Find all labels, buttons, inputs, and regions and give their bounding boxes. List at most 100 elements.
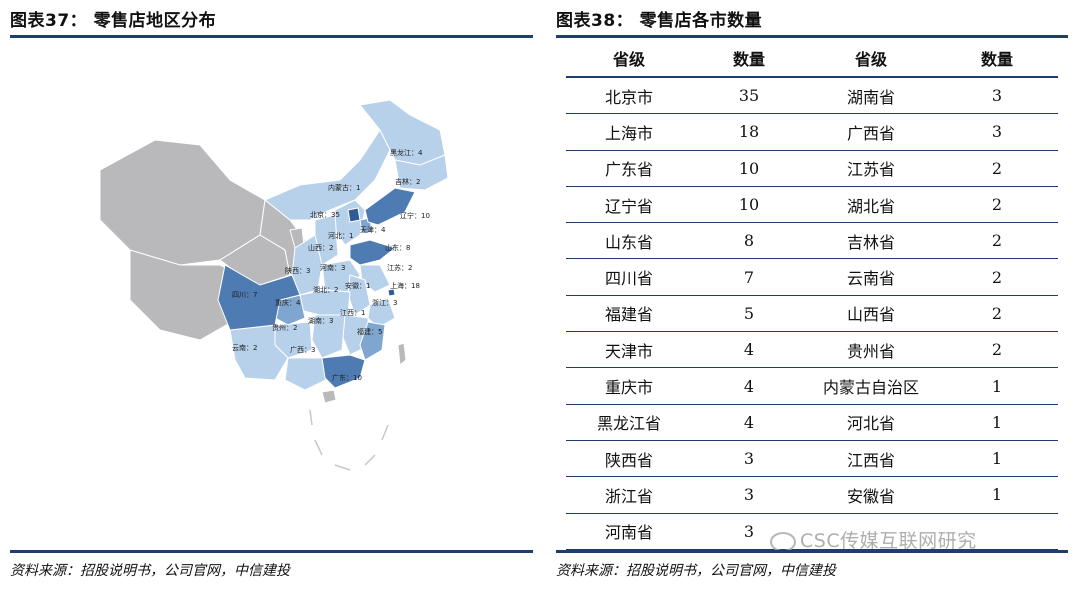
map-label: 上海：18 [390,281,420,290]
table-cell: 山东省 [566,222,692,260]
table-cell: 1 [935,476,1058,514]
table-cell: 湖南省 [806,77,936,115]
map-label: 湖南：3 [308,316,333,325]
table-cell: 吉林省 [806,222,936,260]
table-cell: 3 [691,476,807,514]
header-count-1: 数量 [691,40,807,78]
table-cell: 陕西省 [566,440,692,478]
map-label: 广西：3 [290,345,315,354]
table-row: 广东省 10 江苏省 2 [566,150,1058,187]
table-cell: 2 [935,258,1058,296]
map-label: 安徽：1 [345,281,370,290]
south-sea-dashes [309,409,389,471]
table-cell: 江苏省 [806,150,936,187]
table-cell: 湖北省 [806,186,936,224]
region-yunnan [229,324,289,381]
wechat-icon [770,531,796,552]
figure-37-title: 图表37： 零售店地区分布 [10,11,217,31]
table-cell: 河南省 [566,513,692,550]
region-inner-mongolia [264,129,391,221]
table-cell: 2 [935,295,1058,333]
table-cell: 2 [935,331,1058,369]
map-label: 福建：5 [357,327,382,336]
map-label: 山东：8 [385,243,410,252]
table-row: 浙江省 3 安徽省 1 [566,476,1058,514]
map-label: 黑龙江：4 [390,148,423,157]
table-row: 四川省 7 云南省 2 [566,258,1058,296]
table-cell: 广西省 [806,113,936,151]
table-cell: 江西省 [806,440,936,478]
table-cell: 内蒙古自治区 [806,367,936,405]
region-jilin [394,154,449,191]
table-cell: 贵州省 [806,331,936,369]
region-zhejiang [367,297,396,329]
region-beijing [347,207,361,223]
table-row: 北京市 35 湖南省 3 [566,77,1058,115]
header-province-2: 省级 [806,40,936,78]
figure-37-source: 资料来源：招股说明书，公司官网，中信建投 [10,563,290,579]
table-cell: 重庆市 [566,367,692,405]
region-liaoning [364,187,416,226]
table-cell: 2 [935,150,1058,187]
table-cell: 8 [691,222,807,260]
table-row: 福建省 5 山西省 2 [566,295,1058,333]
table-header-row: 省级 数量 省级 数量 [566,40,1058,78]
region-fujian [359,321,386,361]
table-cell: 云南省 [806,258,936,296]
table-cell: 1 [935,404,1058,441]
title-rule-left [10,35,533,38]
table-cell: 河北省 [806,404,936,441]
map-label: 内蒙古：1 [328,183,360,192]
table-row: 陕西省 3 江西省 1 [566,440,1058,478]
table-cell: 10 [691,150,807,187]
region-xinjiang [99,139,266,266]
table-cell: 3 [691,440,807,478]
map-label: 北京：35 [310,210,340,219]
table-cell: 4 [691,404,807,441]
map-label: 吉林：2 [395,177,420,186]
region-shandong [349,239,397,266]
watermark-text: CSC传媒互联网研究 [800,530,977,552]
table-cell: 5 [691,295,807,333]
table-row: 天津市 4 贵州省 2 [566,331,1058,369]
table-row: 黑龙江省 4 河北省 1 [566,404,1058,441]
map-label: 江苏：2 [387,263,412,272]
map-label: 江西：1 [340,309,365,317]
table-row: 辽宁省 10 湖北省 2 [566,186,1058,224]
table-cell: 2 [935,186,1058,224]
table-cell: 福建省 [566,295,692,333]
table-cell: 10 [691,186,807,224]
figure-38-source: 资料来源：招股说明书，公司官网，中信建投 [556,563,836,579]
table-cell: 3 [935,77,1058,115]
table-cell: 山西省 [806,295,936,333]
table-cell: 7 [691,258,807,296]
table-cell: 黑龙江省 [566,404,692,441]
table-cell: 浙江省 [566,476,692,514]
table-row: 山东省 8 吉林省 2 [566,222,1058,260]
table-cell [806,513,936,550]
table-cell: 1 [935,440,1058,478]
map-label: 贵州：2 [272,323,297,332]
table-cell: 4 [691,331,807,369]
table-cell: 安徽省 [806,476,936,514]
watermark: CSC传媒互联网研究 [770,526,977,553]
table-cell: 18 [691,113,807,151]
map-label: 广东：10 [332,373,362,382]
table-cell [935,513,1058,550]
region-shanghai [387,288,396,297]
map-label: 陕西：3 [285,266,310,275]
map-label: 天津：4 [360,226,386,234]
figure-38-title: 图表38： 零售店各市数量 [556,11,763,31]
region-hunan [311,314,346,359]
region-sichuan [217,264,301,331]
table-cell: 北京市 [566,77,692,115]
table-row: 上海市 18 广西省 3 [566,113,1058,151]
table-row: 重庆市 4 内蒙古自治区 1 [566,367,1058,405]
map-label: 四川：7 [232,291,257,299]
table-cell: 四川省 [566,258,692,296]
table-cell: 广东省 [566,150,692,187]
map-label: 湖北：2 [313,285,338,294]
map-label: 云南：2 [232,343,257,352]
map-label: 河南：3 [320,263,345,272]
source-rule-left [10,550,533,553]
